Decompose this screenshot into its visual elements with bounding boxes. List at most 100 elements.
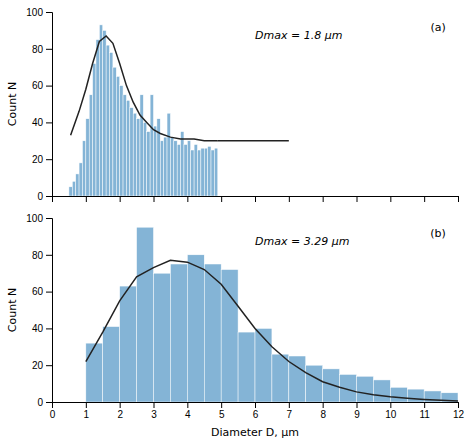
y-axis: 020406080100 (26, 213, 52, 408)
bar (86, 343, 103, 402)
bar (357, 376, 374, 402)
y-tick: 80 (32, 250, 52, 261)
y-tick: 0 (37, 397, 52, 408)
x-tick: 11 (419, 402, 430, 420)
y-tick-label: 20 (32, 154, 44, 165)
annotation: Dmax = 1.8 μm (255, 29, 342, 42)
bar (177, 144, 180, 196)
x-tick (86, 196, 87, 202)
x-tick-mark (390, 402, 391, 408)
y-tick-mark (46, 86, 52, 87)
y-tick: 100 (26, 7, 52, 18)
y-tick-mark (46, 12, 52, 13)
x-tick-mark (221, 402, 222, 408)
y-tick-label: 0 (37, 191, 43, 202)
y-tick: 80 (32, 44, 52, 55)
plot-area (69, 25, 289, 196)
bar (82, 141, 85, 196)
y-tick-mark (46, 159, 52, 160)
bar (69, 187, 72, 196)
x-tick (154, 196, 155, 202)
y-tick-label: 60 (32, 80, 44, 91)
x-tick: 8 (320, 402, 326, 420)
bar (204, 264, 221, 402)
bar (390, 387, 407, 402)
y-tick: 60 (32, 80, 52, 91)
y-tick-mark (46, 402, 52, 403)
panel: 0 20 40 60 80 100 Count N Dmax = 1.8 μm (a) (6, 7, 459, 202)
x-tick-mark (458, 196, 459, 202)
x-tick-mark (357, 402, 358, 408)
x-axis-line (53, 197, 459, 203)
x-tick-label: 11 (419, 409, 430, 420)
x-tick-mark (255, 402, 256, 408)
x-axis (53, 196, 459, 202)
bar (150, 95, 153, 196)
x-tick-label: 1 (84, 409, 90, 420)
y-axis-line (46, 219, 53, 403)
bar (184, 144, 187, 196)
bar (181, 132, 184, 196)
bar (187, 255, 204, 402)
y-axis-title: Count N (6, 82, 19, 126)
y-tick-mark (46, 49, 52, 50)
x-tick-mark (86, 196, 87, 202)
x-tick: 9 (354, 402, 360, 420)
bar (214, 148, 217, 196)
x-tick-label: 2 (117, 409, 123, 420)
bar (137, 119, 140, 196)
x-tick: 2 (117, 402, 123, 420)
bar (113, 67, 116, 196)
x-axis: 0123456789101112 (50, 402, 465, 420)
y-tick-label: 100 (26, 7, 43, 18)
x-tick-label: 12 (453, 409, 465, 420)
bar (373, 380, 390, 402)
bar (197, 150, 200, 196)
panel-label: (a) (430, 21, 445, 34)
y-tick: 40 (32, 117, 52, 128)
x-tick-label: 7 (287, 409, 293, 420)
annotation: Dmax = 3.29 μm (255, 235, 349, 248)
bar (170, 137, 173, 196)
y-tick-mark (46, 365, 52, 366)
bars (86, 227, 458, 402)
x-tick (289, 196, 290, 202)
curve (218, 140, 289, 142)
x-tick: 6 (253, 402, 259, 420)
x-tick (187, 196, 188, 202)
x-tick-mark (154, 196, 155, 202)
x-tick-mark (357, 196, 358, 202)
bar (238, 332, 255, 402)
x-tick-label: 0 (50, 409, 56, 420)
bar (79, 163, 82, 196)
bar (208, 146, 211, 196)
bar (201, 148, 204, 196)
x-tick (357, 196, 358, 202)
x-axis-line (53, 403, 459, 409)
x-tick-mark (120, 196, 121, 202)
bar (103, 327, 120, 402)
x-tick: 10 (385, 402, 397, 420)
x-tick-mark (221, 196, 222, 202)
x-tick-mark (154, 402, 155, 408)
bar (164, 137, 167, 196)
y-tick-label: 20 (32, 360, 44, 371)
y-axis: 0 20 40 60 80 100 (26, 7, 52, 202)
y-tick-label: 80 (32, 250, 44, 261)
y-tick-mark (46, 218, 52, 219)
x-tick-mark (120, 402, 121, 408)
x-tick: 12 (453, 402, 465, 420)
bar (140, 95, 143, 196)
x-tick-label: 6 (253, 409, 259, 420)
bar (123, 95, 126, 196)
x-tick (221, 196, 222, 202)
bar (221, 270, 238, 402)
x-tick: 7 (287, 402, 293, 420)
bar (93, 64, 96, 196)
bar (147, 132, 150, 196)
bar (120, 286, 137, 402)
x-tick-label: 3 (151, 409, 157, 420)
y-tick-mark (46, 122, 52, 123)
x-tick-mark (390, 196, 391, 202)
x-tick: 0 (50, 402, 56, 420)
